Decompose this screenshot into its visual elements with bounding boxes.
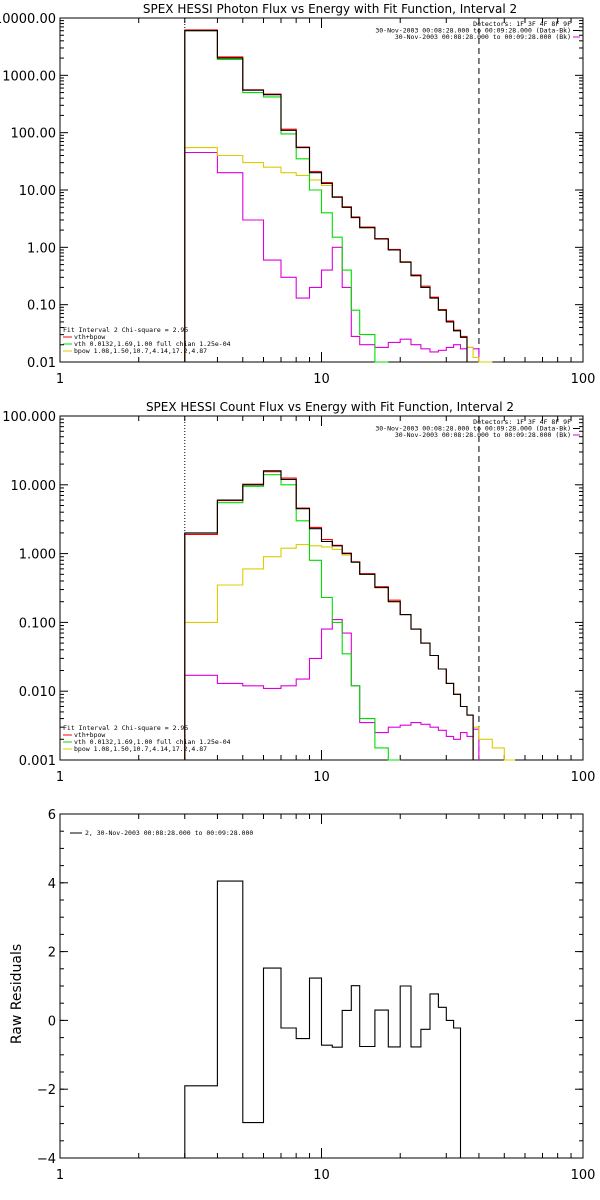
header-line: Detectors: 1F 3F 4F 8F 9F	[473, 20, 571, 28]
legend-entry: 2, 30-Nov-2003 00:08:28.000 to 00:09:28.…	[85, 829, 253, 837]
legend: 2, 30-Nov-2003 00:08:28.000 to 00:09:28.…	[70, 829, 253, 837]
y-tick-labels: 10000.00 1000.00 100.00 10.00 1.00 0.10 0.01	[0, 12, 56, 371]
series-vth	[184, 30, 389, 363]
x-tick-label: 10	[313, 1168, 330, 1183]
y-tick-label: 0.010	[19, 685, 56, 700]
legend-entry: bpow 1.08,1.50,10.7,4.14,17.2,4.87	[74, 745, 207, 753]
series-bpow	[184, 544, 516, 761]
y-tick-label: 4	[48, 877, 56, 892]
y-tick-label: 0	[48, 1014, 56, 1029]
x-tick-label: 1	[56, 1168, 64, 1183]
y-tick-labels: 100.000 10.000 1.000 0.100 0.010 0.001	[2, 410, 56, 769]
series-vth-bpow	[184, 29, 468, 362]
header-line: 30-Nov-2003 00:08:28.000 to 00:09:28.000…	[375, 27, 571, 35]
legend-entry: vth+bpow	[74, 731, 105, 739]
series-bpow	[184, 147, 493, 363]
y-tick-labels: 6 4 2 0 −2 −4	[37, 808, 56, 1167]
legend-entry: Fit Interval 2 Chi-square = 2.95	[63, 724, 188, 732]
plot-area	[59, 17, 584, 363]
header-line: 30-Nov-2003 00:08:28.000 to 00:09:28.000…	[375, 425, 571, 433]
y-tick-label: 6	[48, 808, 56, 823]
x-tick-label: 100	[571, 1168, 596, 1183]
legend-entry: Fit Interval 2 Chi-square = 2.95	[63, 326, 188, 334]
legend: Fit Interval 2 Chi-square = 2.95vth+bpow…	[63, 326, 231, 355]
y-tick-label: 0.001	[19, 754, 56, 769]
y-tick-label: 2	[48, 946, 56, 961]
y-axis-label: Raw Residuals	[9, 944, 25, 1044]
photon-flux-panel: SPEX HESSI Photon Flux vs Energy with Fi…	[0, 2, 595, 387]
panel-title: SPEX HESSI Photon Flux vs Energy with Fi…	[143, 2, 517, 16]
y-tick-label: 1000.00	[2, 69, 56, 84]
legend-entry: bpow 1.08,1.50,10.7,4.14,17.2,4.87	[74, 347, 207, 355]
legend-entry: vth 0.0132,1.69,1.00 full chian 1.25e-04	[74, 340, 231, 348]
y-tick-label: 10000.00	[0, 12, 56, 27]
legend-entry: vth 0.0132,1.69,1.00 full chian 1.25e-04	[74, 738, 231, 746]
x-tick-label: 1	[56, 770, 64, 785]
x-tick-labels: 1 10 100	[56, 1168, 596, 1183]
y-tick-label: −4	[37, 1152, 56, 1167]
legend-entry: vth+bpow	[74, 333, 105, 341]
header-line: 30-Nov-2003 00:08:28.000 to 00:09:28.000…	[395, 33, 571, 41]
x-tick-label: 10	[313, 770, 330, 785]
y-tick-label: −2	[37, 1083, 56, 1098]
y-tick-label: 100.00	[11, 127, 57, 142]
x-tick-labels: 1 10 100	[56, 770, 596, 785]
series-data	[184, 30, 468, 362]
count-flux-panel: SPEX HESSI Count Flux vs Energy with Fit…	[2, 400, 595, 785]
y-tick-label: 1.00	[27, 241, 56, 256]
x-tick-labels: 1 10 100	[56, 372, 596, 387]
plot-area	[59, 813, 584, 1159]
y-tick-label: 0.01	[27, 356, 56, 371]
x-tick-label: 10	[313, 372, 330, 387]
x-tick-label: 100	[571, 770, 596, 785]
y-tick-label: 0.100	[19, 616, 56, 631]
y-tick-label: 1.000	[19, 548, 56, 563]
header-line: Detectors: 1F 3F 4F 8F 9F	[473, 418, 571, 426]
y-tick-label: 10.000	[11, 479, 57, 494]
header-line: 30-Nov-2003 00:08:28.000 to 00:09:28.000…	[395, 431, 571, 439]
series-vth-bpow	[184, 471, 474, 760]
plot-area	[59, 415, 584, 761]
series-data	[184, 470, 474, 760]
y-tick-label: 0.10	[27, 299, 56, 314]
panel-title: SPEX HESSI Count Flux vs Energy with Fit…	[146, 400, 514, 414]
legend: Fit Interval 2 Chi-square = 2.95vth+bpow…	[63, 724, 231, 753]
x-tick-label: 100	[571, 372, 596, 387]
y-tick-label: 100.000	[2, 410, 56, 425]
y-tick-label: 10.00	[19, 184, 56, 199]
residuals-panel: Raw Residuals 6 4 2 0 −2 −4 1 10 100 2, 30-Nov-…	[9, 808, 595, 1183]
x-tick-label: 1	[56, 372, 64, 387]
series-residual	[184, 880, 462, 1158]
